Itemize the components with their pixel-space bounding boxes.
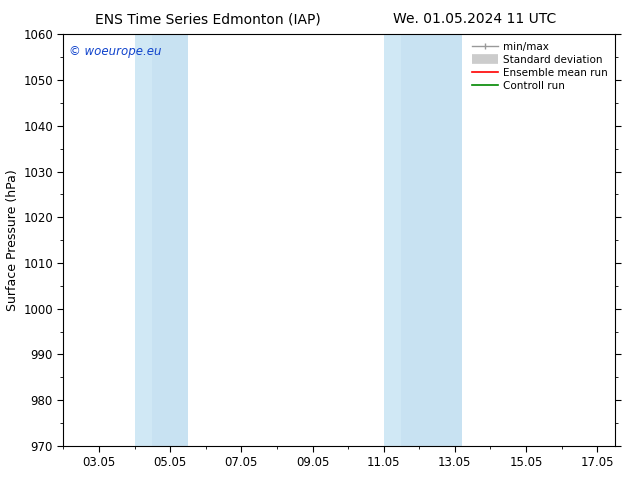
Bar xyxy=(401,34,462,446)
Y-axis label: Surface Pressure (hPa): Surface Pressure (hPa) xyxy=(6,169,19,311)
Bar xyxy=(152,34,188,446)
Text: ENS Time Series Edmonton (IAP): ENS Time Series Edmonton (IAP) xyxy=(95,12,321,26)
Text: © woeurope.eu: © woeurope.eu xyxy=(69,45,162,58)
Legend: min/max, Standard deviation, Ensemble mean run, Controll run: min/max, Standard deviation, Ensemble me… xyxy=(470,40,610,93)
Bar xyxy=(384,34,401,446)
Bar xyxy=(134,34,152,446)
Text: We. 01.05.2024 11 UTC: We. 01.05.2024 11 UTC xyxy=(393,12,556,26)
